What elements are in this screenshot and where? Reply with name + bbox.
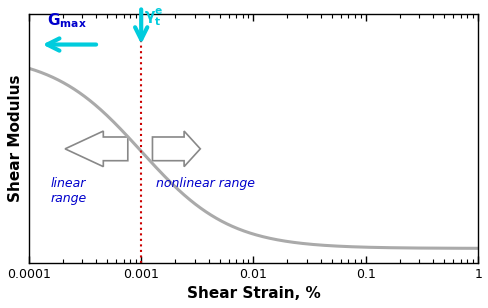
Y-axis label: Shear Modulus: Shear Modulus xyxy=(8,75,23,202)
Text: nonlinear range: nonlinear range xyxy=(156,177,254,190)
Text: $\mathbf{\gamma_t^e}$: $\mathbf{\gamma_t^e}$ xyxy=(144,6,163,28)
X-axis label: Shear Strain, %: Shear Strain, % xyxy=(186,286,320,301)
Text: $\mathbf{G_{max}}$: $\mathbf{G_{max}}$ xyxy=(47,12,86,30)
FancyArrow shape xyxy=(152,131,200,167)
Text: linear
range: linear range xyxy=(50,177,86,205)
FancyArrow shape xyxy=(65,131,127,167)
